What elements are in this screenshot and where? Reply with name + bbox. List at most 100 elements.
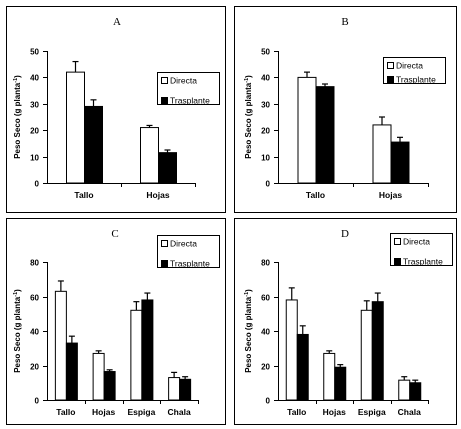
x-tick-label: Hojas: [92, 407, 115, 417]
panel-d: D 0 20 40 60 80 Peso Seco (g planta-1) Tallo Hoj…: [234, 218, 457, 425]
legend: Directa Trasplante: [383, 57, 446, 85]
y-tick-label: 20: [30, 127, 39, 136]
bar-directa-tallo: [54, 290, 67, 401]
y-tick-label: 20: [261, 127, 270, 136]
bar-trasplante-espiga: [371, 301, 384, 401]
legend-swatch-trasplante: [387, 76, 394, 83]
x-tick-label: Tallo: [287, 407, 306, 417]
y-tick-label: 40: [30, 328, 39, 337]
panel-title: A: [113, 16, 121, 28]
x-tick-label: Tallo: [306, 190, 325, 200]
x-tick-label: Espiga: [127, 407, 155, 417]
y-axis-label-close: ): [244, 75, 253, 78]
legend-label-directa: Directa: [403, 237, 430, 247]
y-tick-label: 80: [261, 259, 270, 268]
y-tick-label: 0: [266, 397, 271, 406]
y-axis-label-sup: -1: [13, 292, 19, 297]
y-axis-label: Peso Seco (g planta-1): [13, 289, 22, 373]
legend: Directa Trasplante: [157, 235, 220, 269]
y-tick-label: 50: [261, 48, 270, 57]
bar-trasplante-tallo: [296, 333, 309, 401]
bar-directa-hojas: [92, 352, 105, 401]
panel-frame: [6, 6, 226, 213]
x-tick-label: Tallo: [56, 407, 75, 417]
y-tick-label: 10: [30, 154, 39, 163]
y-axis-label-close: ): [244, 289, 253, 292]
legend-label-directa: Directa: [170, 239, 197, 249]
bar-trasplante-chala: [179, 378, 192, 401]
legend-label-trasplante: Trasplante: [396, 75, 436, 85]
bar-trasplante-hojas: [103, 371, 116, 401]
y-tick-label: 0: [266, 180, 271, 189]
x-tick-label: Tallo: [74, 190, 93, 200]
x-tick-label: Espiga: [358, 407, 386, 417]
bar-directa-hojas: [140, 127, 159, 184]
y-tick-label: 10: [261, 154, 270, 163]
y-tick-label: 60: [261, 294, 270, 303]
y-axis-label: Peso Seco (g planta-1): [244, 289, 253, 373]
panel-c: C 0 20 40 60 80 Peso Seco (g planta-1) Tallo Hoj…: [6, 218, 226, 425]
y-axis-label-main: Peso Seco (g planta: [244, 82, 253, 159]
legend-label-directa: Directa: [396, 61, 423, 71]
x-tick-label: Chala: [398, 407, 421, 417]
bar-trasplante-tallo: [65, 342, 78, 401]
panel-frame: [234, 6, 457, 213]
bar-trasplante-chala: [409, 382, 422, 401]
legend: Directa Trasplante: [157, 72, 220, 106]
bar-directa-hojas: [372, 124, 392, 184]
x-tick-label: Chala: [168, 407, 191, 417]
legend-label-directa: Directa: [170, 76, 197, 86]
bar-directa-chala: [168, 377, 181, 401]
y-tick-label: 60: [30, 294, 39, 303]
legend-label-trasplante: Trasplante: [170, 96, 210, 106]
y-tick-label: 30: [30, 101, 39, 110]
y-tick-label: 40: [261, 328, 270, 337]
bar-directa-chala: [398, 379, 411, 401]
y-tick-label: 40: [261, 74, 270, 83]
y-axis-label-close: ): [13, 75, 22, 78]
bar-trasplante-hojas: [334, 366, 347, 401]
legend-swatch-trasplante: [161, 260, 168, 267]
y-tick-label: 20: [261, 363, 270, 372]
y-axis-label-sup: -1: [13, 78, 19, 83]
legend-swatch-directa: [394, 238, 401, 245]
panel-title: C: [111, 228, 118, 240]
panel-b: B 0 10 20 30 40 50 Peso Seco (g planta-1) Tallo H…: [234, 6, 457, 213]
bar-trasplante-espiga: [141, 299, 154, 401]
legend-swatch-trasplante: [394, 258, 401, 265]
y-tick-label: 80: [30, 259, 39, 268]
y-axis-label: Peso Seco (g planta-1): [244, 75, 253, 159]
y-tick-label: 20: [30, 363, 39, 372]
y-tick-label: 50: [30, 48, 39, 57]
y-tick-label: 30: [261, 101, 270, 110]
panel-title: B: [341, 16, 348, 28]
bar-directa-tallo: [66, 71, 85, 184]
legend-swatch-trasplante: [161, 97, 168, 104]
bar-trasplante-hojas: [390, 141, 410, 184]
y-tick-label: 40: [30, 74, 39, 83]
y-tick-label: 0: [35, 397, 40, 406]
y-axis-label-sup: -1: [244, 78, 250, 83]
legend: Directa Trasplante: [390, 233, 453, 267]
bar-trasplante-tallo: [315, 86, 335, 184]
legend-swatch-directa: [161, 240, 168, 247]
x-tick-label: Hojas: [146, 190, 169, 200]
panel-title: D: [341, 228, 349, 240]
y-axis-label-main: Peso Seco (g planta: [13, 82, 22, 159]
y-axis-label-close: ): [13, 289, 22, 292]
y-axis-label-sup: -1: [244, 292, 250, 297]
y-tick-label: 0: [35, 180, 40, 189]
bar-directa-espiga: [360, 309, 373, 401]
legend-label-trasplante: Trasplante: [170, 259, 210, 269]
bar-directa-espiga: [130, 309, 143, 401]
y-axis-label: Peso Seco (g planta-1): [13, 75, 22, 159]
legend-swatch-directa: [387, 62, 394, 69]
x-tick-label: Hojas: [379, 190, 402, 200]
bar-directa-tallo: [285, 299, 298, 401]
x-tick-label: Hojas: [323, 407, 346, 417]
bar-directa-hojas: [323, 352, 336, 401]
legend-label-trasplante: Trasplante: [403, 257, 443, 267]
panel-a: A 0 10 20 30 40 50 Peso Seco (g planta-1) Tallo H…: [6, 6, 226, 213]
bar-trasplante-tallo: [84, 105, 103, 184]
